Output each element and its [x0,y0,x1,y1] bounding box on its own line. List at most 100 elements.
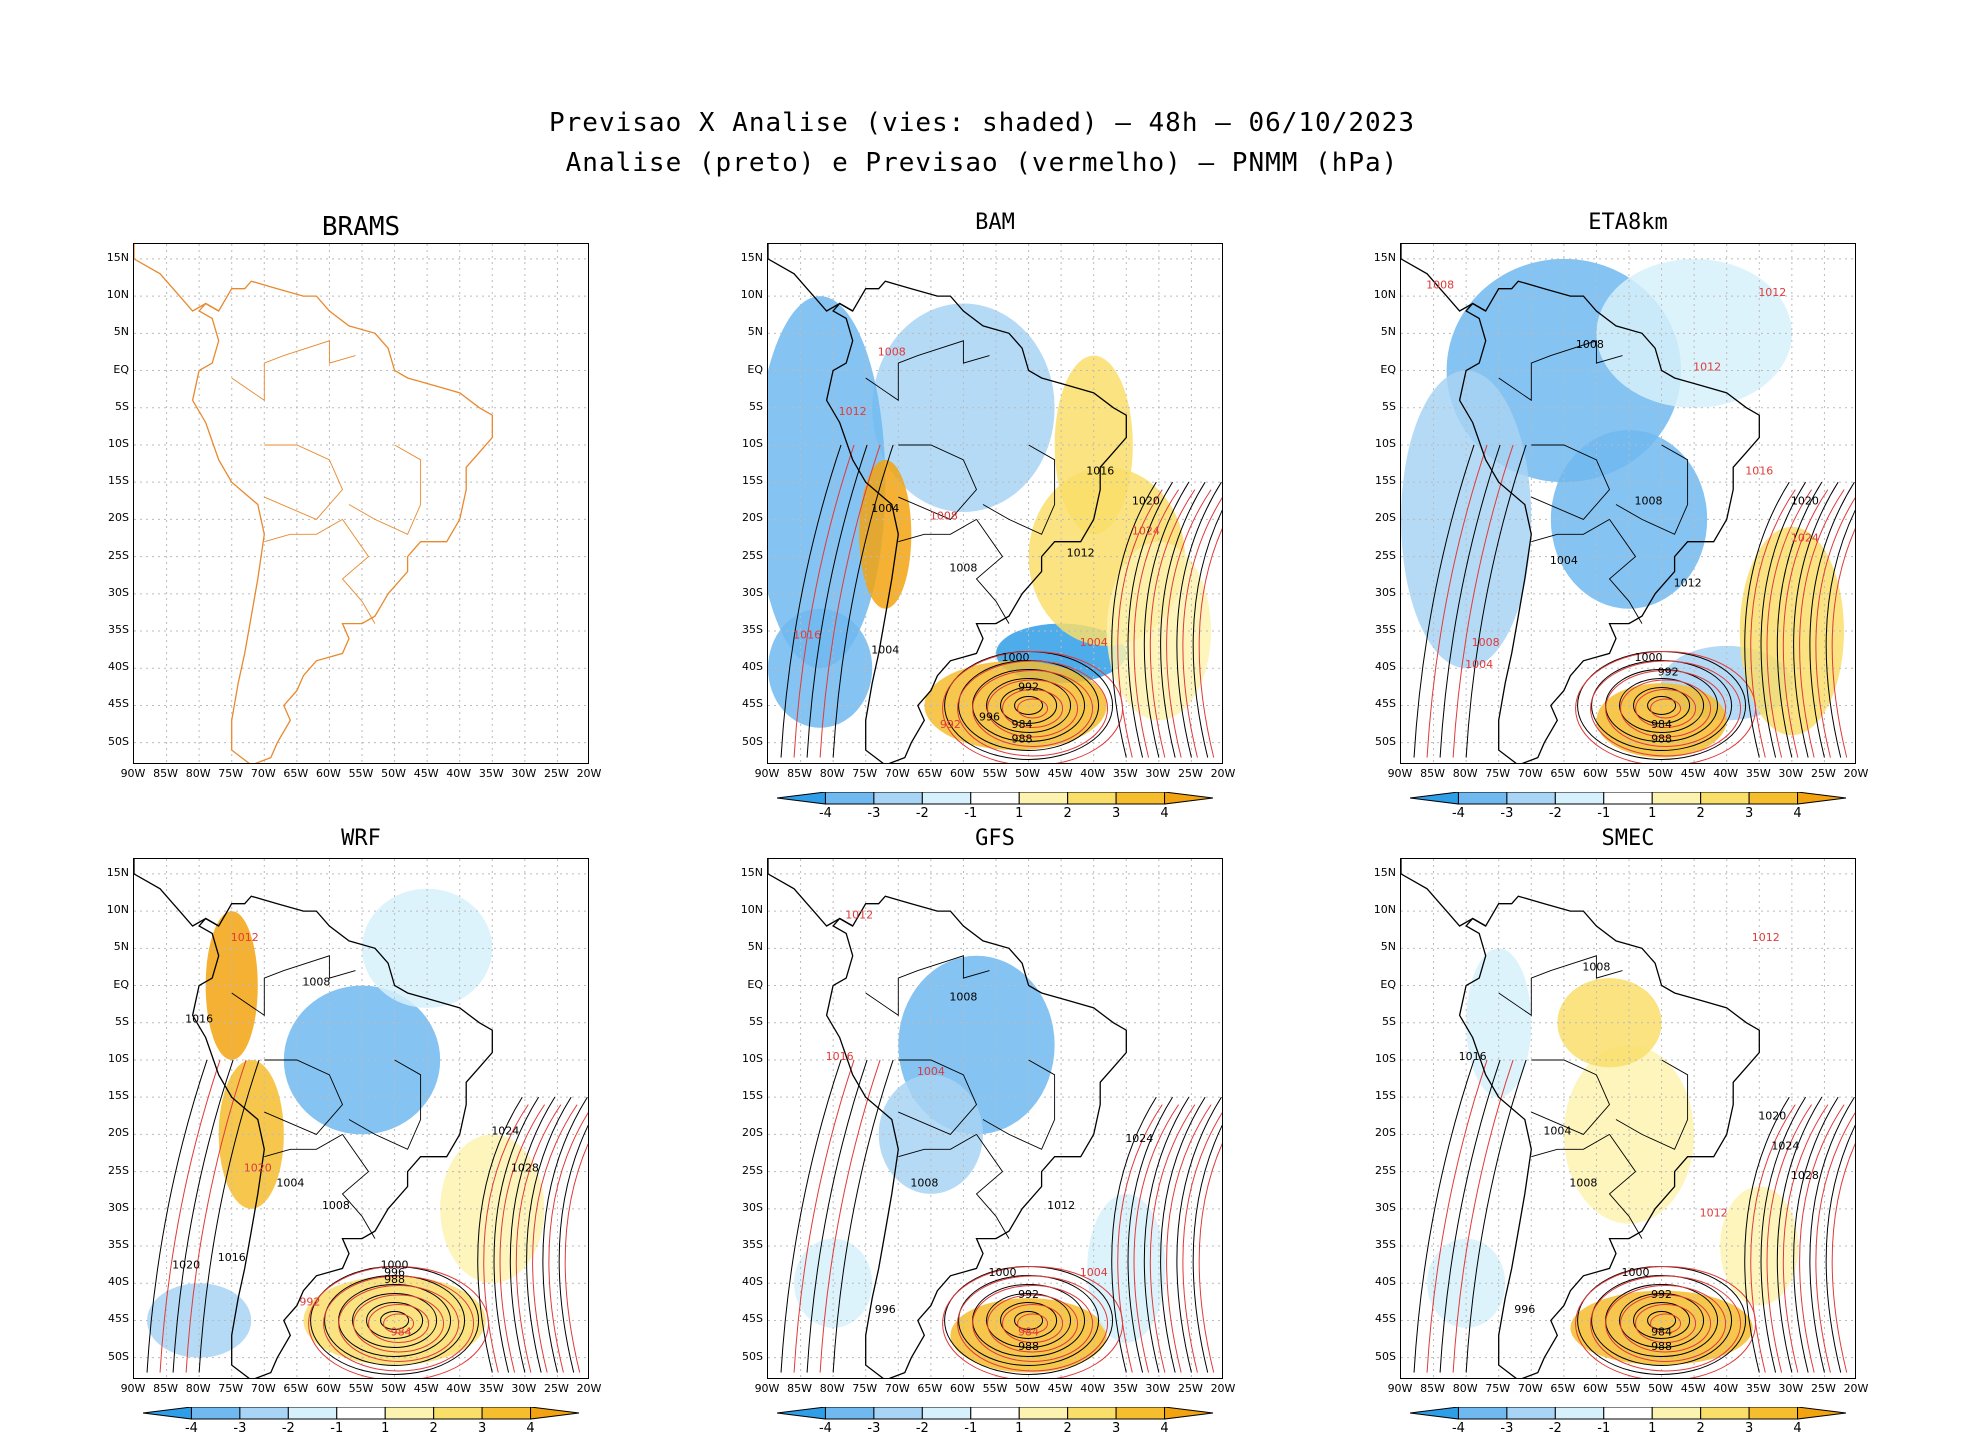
forecast-isobar [1182,497,1222,758]
lat-tick-label: 40S [742,660,763,674]
lon-tick-label: 65W [283,767,309,780]
isobar [806,444,868,758]
analysis-isobar [1000,686,1058,724]
lat-tick-label: 30S [108,1200,129,1214]
panel-title-wrf: WRF [341,826,381,851]
analysis-isobar [493,1096,539,1373]
forecast-isobar [987,1294,1079,1353]
analysis-isobar [1647,1310,1677,1330]
forecast-isobar [957,660,1109,757]
country-border [264,519,343,543]
map-panel-gfs: 1012 1008 1004 1016 1024 1012 1008 1000 992 984 98… [767,858,1223,1379]
forecast-isobar [515,1104,562,1373]
lon-tick-label: 80W [819,1382,845,1395]
lat-tick-label: 50S [108,734,129,748]
forecast-isobar [353,1294,445,1353]
map-canvas: 1012 1008 1004 1008 1016 1020 1024 1012 1008 1004… [768,244,1222,763]
isobar-label: 1008 [930,509,958,522]
lon-tick-label: 75W [852,1382,878,1395]
map-panel-eta8km: 1008 1012 1008 1012 1016 1020 1024 1012 1008 1004… [1400,243,1856,764]
lat-tick-label: 5N [1380,940,1396,954]
isobar-label: 996 [1514,1303,1535,1316]
colorbar-segment [921,1407,972,1420]
analysis-isobar [1825,1124,1855,1373]
colorbar-segment [1115,1407,1166,1420]
central-america-coastline [134,859,220,927]
lon-tick-label: 90W [754,767,780,780]
bias-shading [147,1283,252,1358]
lon-tick-label: 75W [1485,1382,1511,1395]
forecast-isobar [1149,1104,1196,1373]
lon-tick-label: 65W [283,1382,309,1395]
colorbar-label: -3 [1500,1421,1514,1436]
analysis-isobar [958,1274,1100,1366]
lon-tick-label: 50W [1648,767,1673,780]
isobar-label: 992 [940,718,961,731]
lon-tick-label: 25W [1177,767,1203,780]
country-border [264,1134,343,1158]
isobar [793,1059,855,1373]
lon-tick-label: 55W [982,1382,1008,1395]
colorbar-segment [1797,792,1847,805]
forecast-isobar [1590,1275,1742,1372]
map-canvas: 1008 1012 1008 1012 1016 1020 1024 1012 1008 1004… [1401,244,1855,763]
lat-tick-label: 10S [108,1051,129,1065]
lat-tick-label: 50S [742,734,763,748]
colorbar-segment [970,792,1020,805]
colorbar-segment [777,1407,826,1420]
map-panel-wrf: 1012 1008 1016 1020 1024 1028 1004 1000 996 988 99… [133,858,589,1379]
colorbar-label: 3 [1744,1421,1754,1436]
colorbar-segment [1603,1407,1653,1420]
lat-tick-label: 30S [1375,585,1396,599]
colorbar-segment [1018,792,1069,805]
lat-tick-label: 5S [1382,399,1396,413]
forecast-isobar [1635,688,1697,728]
lat-tick-label: 35S [742,1238,763,1252]
lon-tick-label: 85W [1420,767,1445,780]
country-border [231,340,356,402]
lat-tick-label: 15S [108,1089,129,1103]
isobar-label: 1004 [917,1065,945,1078]
analysis-isobar [1776,481,1823,758]
colorbar-label: -3 [1500,806,1514,821]
isobar-label: 1000 [381,1258,409,1271]
isobar-label: 1004 [1550,554,1578,567]
forecast-isobar [1766,1104,1812,1373]
colorbar-segment [1164,1407,1214,1420]
country-border [898,519,977,543]
colorbar-segment [1115,792,1166,805]
colorbar-segment [1700,1407,1750,1420]
country-border [1608,519,1643,624]
lon-tick-label: 35W [478,1382,504,1395]
lat-tick-label: 10N [1373,288,1396,302]
colorbar-segment [1457,792,1508,805]
country-border [898,444,978,520]
lon-tick-label: 65W [1550,1382,1576,1395]
bias-shading [1427,1238,1506,1328]
forecast-isobar [1182,1112,1222,1373]
lon-tick-label: 60W [949,767,975,780]
isobar-label: 1016 [218,1251,246,1264]
isobar-label: 1008 [1635,495,1663,508]
isobar-label: 1016 [185,1013,213,1026]
colorbar-label: 2 [1696,806,1705,821]
lat-tick-label: 15S [1375,1089,1396,1103]
colorbar-segment [1410,792,1459,805]
colorbar-segment [384,1407,435,1420]
figure-title-line-2: Analise (preto) e Previsao (vermelho) – … [565,148,1399,178]
colorbar-segment [1067,792,1117,805]
forecast-isobar [1750,489,1796,758]
forecast-isobar [323,1275,475,1372]
lon-tick-label: 55W [1615,1382,1641,1395]
colorbar-label: 4 [1160,1421,1169,1436]
lon-tick-label: 40W [1080,767,1106,780]
lon-tick-label: 30W [1778,1382,1804,1395]
lat-tick-label: 50S [1375,734,1396,748]
lon-tick-label: 70W [1517,767,1543,780]
analysis-isobar [1647,695,1677,715]
figure-title-line-1: Previsao X Analise (vies: shaded) – 48h … [549,108,1415,138]
bias-shading [794,1238,873,1328]
lat-tick-label: 15N [1373,250,1396,264]
isobar-label: 1012 [845,909,873,922]
colorbar-label: -4 [818,1421,832,1436]
